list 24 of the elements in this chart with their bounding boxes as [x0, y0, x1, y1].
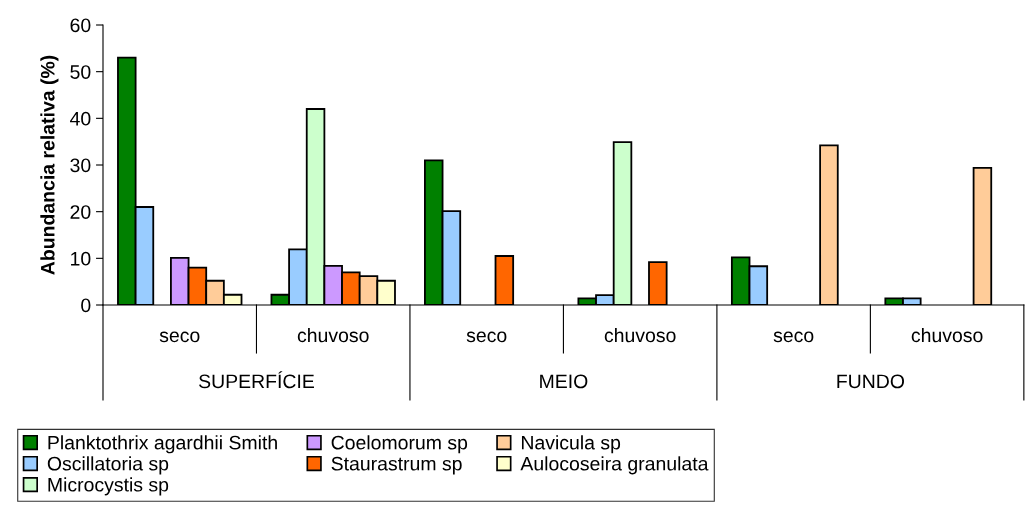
- text: MEIO: [540, 374, 588, 389]
- y-tick-label: 50: [70, 65, 91, 79]
- text: FUNDO: [837, 374, 905, 389]
- legend-label: Oscillatoria sp: [47, 456, 169, 475]
- x-tick-label: chuvoso: [604, 327, 676, 343]
- legend-label: Coelomorum sp: [331, 435, 468, 454]
- y-tick-label: 60: [70, 18, 91, 33]
- legend-label: Navicula sp: [521, 435, 621, 454]
- x-tick-label: seco: [466, 331, 507, 343]
- text: SUPERFÍCIE: [199, 371, 314, 389]
- y-tick-label: 40: [70, 111, 91, 126]
- y-axis-title: Abundancia relativa (%): [40, 55, 59, 275]
- x-tick-label: chuvoso: [297, 327, 369, 343]
- x-tick-label: chuvoso: [911, 327, 983, 343]
- y-tick-label: 0: [81, 298, 91, 313]
- y-tick-label: 30: [70, 158, 91, 173]
- x-tick-label: seco: [773, 331, 814, 343]
- legend-label: Microcystis sp: [48, 477, 169, 496]
- y-tick-label: 10: [71, 251, 91, 266]
- legend-label: Aulocoseira granulata: [520, 456, 709, 475]
- x-tick-label: seco: [159, 331, 200, 343]
- legend-label: Staurastrum sp: [331, 456, 462, 475]
- legend-label: Planktothrix agardhii Smith: [48, 435, 277, 454]
- y-tick-label: 20: [70, 205, 91, 219]
